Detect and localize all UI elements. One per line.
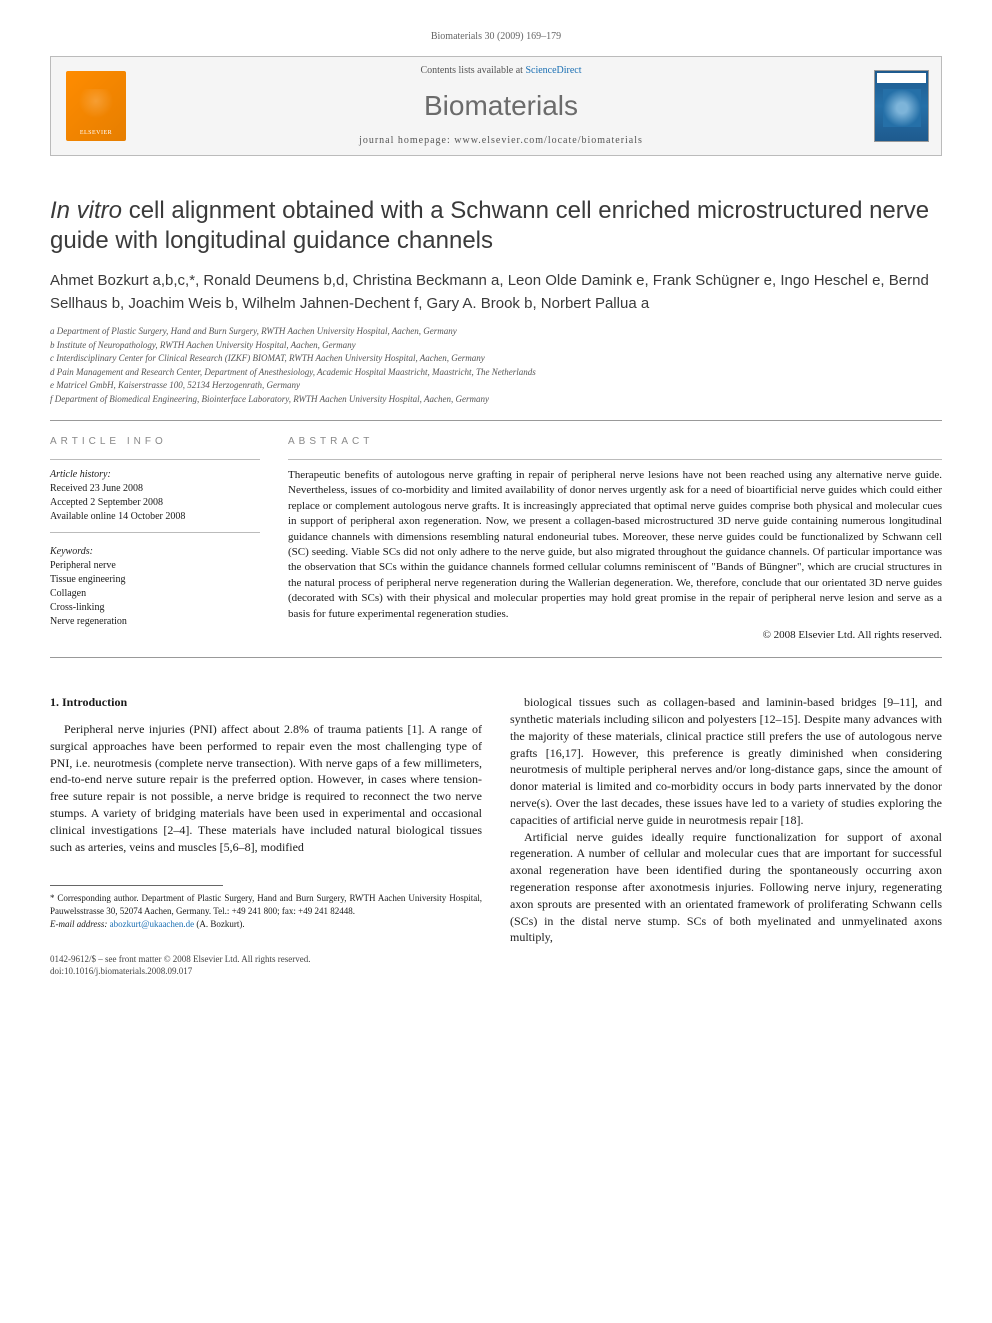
homepage-prefix: journal homepage: [359,135,454,146]
abstract-copyright: © 2008 Elsevier Ltd. All rights reserved… [288,628,942,643]
footnotes: * Corresponding author. Department of Pl… [50,892,482,930]
affiliation-f: f Department of Biomedical Engineering, … [50,393,942,407]
footer-line-1: 0142-9612/$ – see front matter © 2008 El… [50,954,482,966]
sciencedirect-link[interactable]: ScienceDirect [525,65,581,76]
homepage-line: journal homepage: www.elsevier.com/locat… [141,134,861,148]
history-received: Received 23 June 2008 [50,482,260,496]
right-col-p1: biological tissues such as collagen-base… [510,694,942,828]
author-list: Ahmet Bozkurt a,b,c,*, Ronald Deumens b,… [50,270,942,315]
keyword-2: Tissue engineering [50,573,260,587]
elsevier-tree-icon [76,89,116,129]
contents-line: Contents lists available at ScienceDirec… [141,64,861,78]
article-info: ARTICLE INFO Article history: Received 2… [50,435,260,643]
abstract-heading: ABSTRACT [288,435,942,449]
article-title: In vitro cell alignment obtained with a … [50,196,942,256]
abstract-block: ABSTRACT Therapeutic benefits of autolog… [288,435,942,643]
footer: 0142-9612/$ – see front matter © 2008 El… [50,954,482,977]
publisher-logo-area: ELSEVIER [51,71,141,141]
info-subdivider-2 [50,532,260,533]
affiliations: a Department of Plastic Surgery, Hand an… [50,325,942,406]
right-col-p2: Artificial nerve guides ideally require … [510,829,942,947]
affiliation-b: b Institute of Neuropathology, RWTH Aach… [50,339,942,353]
abstract-text: Therapeutic benefits of autologous nerve… [288,468,942,622]
history-online: Available online 14 October 2008 [50,510,260,524]
email-line: E-mail address: abozkurt@ukaachen.de (A.… [50,918,482,931]
journal-cover-thumbnail[interactable] [874,70,929,142]
title-rest: cell alignment obtained with a Schwann c… [50,197,929,254]
history-label: Article history: [50,468,260,482]
email-label: E-mail address: [50,919,110,929]
keyword-1: Peripheral nerve [50,559,260,573]
contents-prefix: Contents lists available at [420,65,525,76]
info-abstract-row: ARTICLE INFO Article history: Received 2… [50,435,942,643]
elsevier-logo[interactable]: ELSEVIER [66,71,126,141]
divider-top [50,420,942,421]
body-columns: 1. Introduction Peripheral nerve injurie… [50,694,942,977]
section-1-heading: 1. Introduction [50,694,482,711]
divider-bottom [50,657,942,658]
left-col-p1: Peripheral nerve injuries (PNI) affect a… [50,721,482,855]
elsevier-logo-text: ELSEVIER [80,129,112,137]
affiliation-d: d Pain Management and Research Center, D… [50,366,942,380]
footer-line-2: doi:10.1016/j.biomaterials.2008.09.017 [50,966,482,978]
abstract-subdivider [288,459,942,460]
running-header: Biomaterials 30 (2009) 169–179 [50,30,942,44]
right-column: biological tissues such as collagen-base… [510,694,942,977]
footnote-separator [50,885,223,886]
info-subdivider-1 [50,459,260,460]
email-link[interactable]: abozkurt@ukaachen.de [110,919,195,929]
affiliation-a: a Department of Plastic Surgery, Hand an… [50,325,942,339]
affiliation-c: c Interdisciplinary Center for Clinical … [50,352,942,366]
journal-banner: ELSEVIER Contents lists available at Sci… [50,56,942,156]
corresponding-author-note: * Corresponding author. Department of Pl… [50,892,482,917]
title-italic-prefix: In vitro [50,197,122,224]
keyword-5: Nerve regeneration [50,615,260,629]
keyword-3: Collagen [50,587,260,601]
journal-title: Biomaterials [141,86,861,125]
keywords-label: Keywords: [50,545,260,559]
left-column: 1. Introduction Peripheral nerve injurie… [50,694,482,977]
banner-center: Contents lists available at ScienceDirec… [141,64,861,147]
homepage-url[interactable]: www.elsevier.com/locate/biomaterials [454,135,643,146]
email-suffix: (A. Bozkurt). [194,919,245,929]
keyword-4: Cross-linking [50,601,260,615]
affiliation-e: e Matricel GmbH, Kaiserstrasse 100, 5213… [50,379,942,393]
journal-cover-area [861,70,941,142]
history-accepted: Accepted 2 September 2008 [50,496,260,510]
article-info-heading: ARTICLE INFO [50,435,260,449]
